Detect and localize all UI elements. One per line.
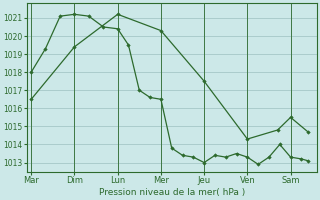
X-axis label: Pression niveau de la mer( hPa ): Pression niveau de la mer( hPa )	[99, 188, 245, 197]
